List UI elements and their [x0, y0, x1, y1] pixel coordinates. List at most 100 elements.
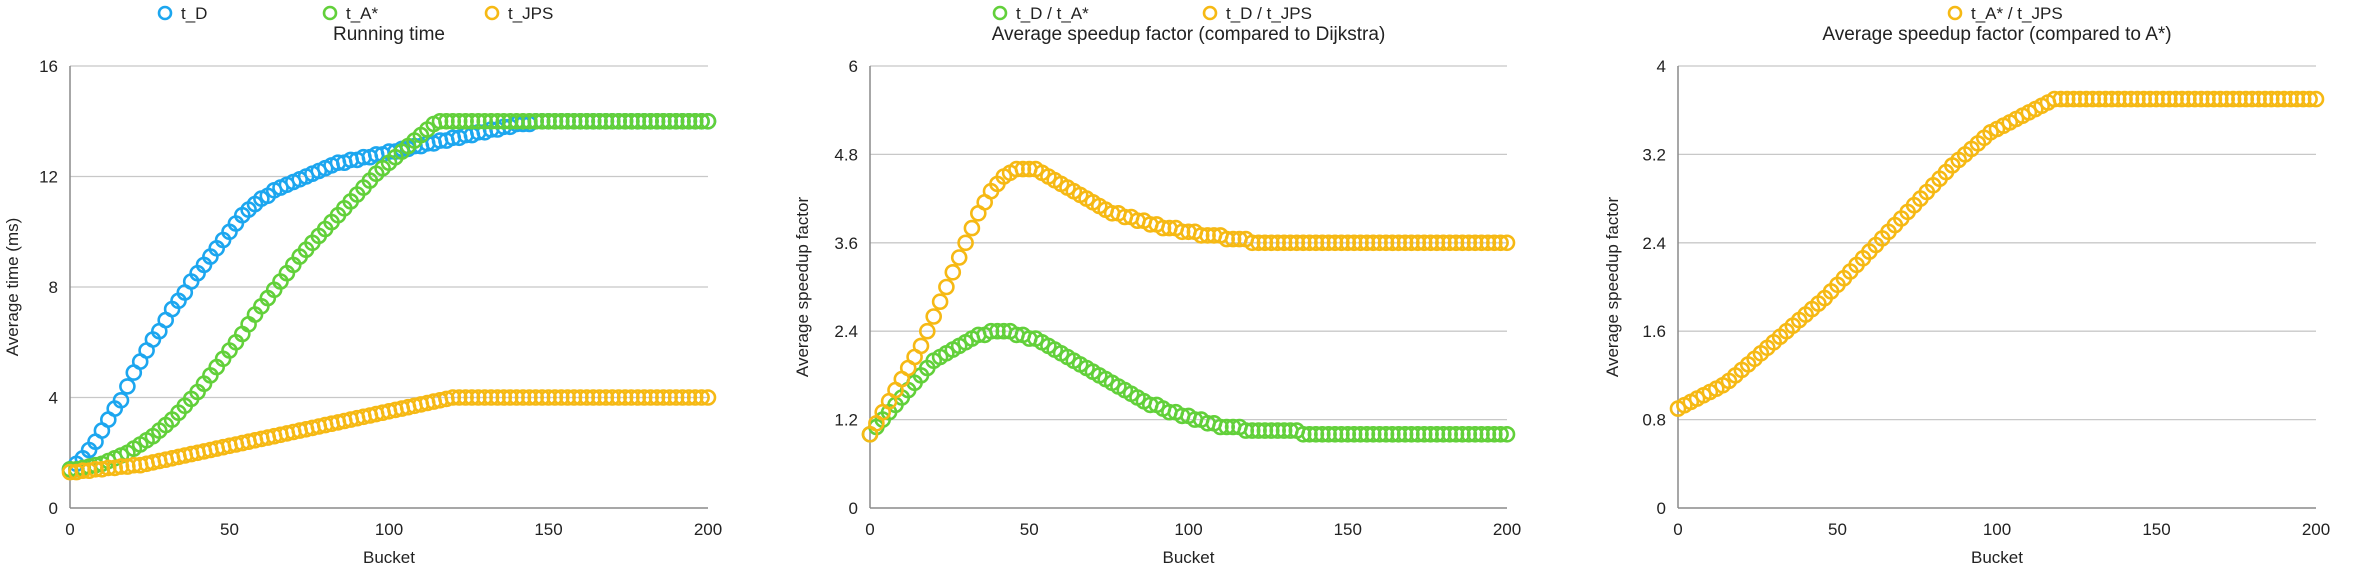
data-point — [2090, 90, 2108, 108]
data-point — [1485, 425, 1503, 443]
series-t-a — [61, 113, 717, 478]
legend-marker-t-a — [322, 5, 338, 21]
data-point — [1212, 418, 1229, 436]
y-tick-label: 4 — [1657, 57, 1666, 76]
data-point — [925, 308, 942, 325]
x-tick-label: 200 — [1493, 520, 1521, 539]
data-point — [1479, 234, 1497, 252]
legend-marker-t-a-t-jps — [1947, 5, 1963, 21]
data-point — [1460, 234, 1478, 252]
data-point — [1339, 425, 1357, 443]
data-point — [2065, 90, 2082, 108]
y-tick-label: 12 — [39, 168, 58, 187]
y-tick-label: 2.4 — [1642, 234, 1666, 253]
legend-label-t-d-t-jps: t_D / t_JPS — [1226, 4, 1312, 23]
data-point — [2301, 90, 2318, 108]
x-tick-label: 50 — [220, 520, 239, 539]
data-point — [1339, 234, 1357, 252]
data-point — [1313, 425, 1331, 443]
chart-panel-speedup-dijkstra: 0 1.2 2.4 3.6 4.8 6 0 50 100 150 200 Average speedu… — [790, 0, 1570, 570]
data-point — [699, 113, 717, 130]
y-axis-label: Average speedup factor — [793, 197, 812, 378]
series-t-a-t-jps — [1669, 90, 2325, 417]
x-tick-label: 150 — [534, 520, 562, 539]
data-point — [521, 389, 538, 406]
data-point — [1498, 234, 1516, 252]
chart-panel-speedup-astar: 0 0.8 1.6 2.4 3.2 4 0 50 100 150 200 Average speedu… — [1600, 0, 2367, 570]
x-axis-label: Bucket — [1163, 548, 1215, 567]
y-tick-label: 3.6 — [834, 234, 858, 253]
data-point — [2160, 90, 2178, 108]
y-axis-label: Average time (ms) — [3, 218, 22, 357]
x-tick-label: 200 — [2302, 520, 2330, 539]
data-point — [482, 113, 500, 130]
data-point — [1460, 425, 1478, 443]
data-point — [680, 389, 698, 406]
data-point — [1492, 425, 1509, 443]
x-tick-label: 150 — [1334, 520, 1362, 539]
data-point — [2224, 90, 2242, 108]
data-point — [119, 378, 136, 395]
x-tick-label: 50 — [1020, 520, 1039, 539]
x-tick-label: 200 — [694, 520, 722, 539]
legend-label-t-a: t_A* — [346, 4, 379, 23]
data-point — [1313, 234, 1331, 252]
y-tick-label: 8 — [49, 278, 58, 297]
data-point — [963, 219, 981, 237]
y-tick-label: 0 — [1657, 499, 1666, 518]
y-tick-label: 1.6 — [1642, 322, 1666, 341]
data-point — [1288, 234, 1306, 252]
data-point — [457, 113, 474, 130]
data-point — [482, 389, 500, 406]
data-point — [2307, 90, 2325, 108]
data-point — [680, 113, 698, 130]
data-point — [450, 389, 468, 406]
chart-title: Average speedup factor (compared to Dijk… — [992, 24, 1386, 45]
data-point — [693, 389, 710, 406]
x-tick-label: 100 — [375, 520, 403, 539]
y-tick-label: 4.8 — [834, 145, 858, 164]
chart-title: Running time — [333, 24, 445, 45]
data-point — [957, 234, 974, 252]
data-point — [457, 389, 474, 406]
data-point — [919, 322, 936, 340]
data-point — [1479, 425, 1497, 443]
legend-label-t-d: t_D — [181, 4, 207, 23]
data-point — [1498, 425, 1516, 443]
y-tick-label: 4 — [49, 389, 58, 408]
x-tick-label: 100 — [1983, 520, 2011, 539]
speedup-dijkstra-chart: 0 1.2 2.4 3.6 4.8 6 0 50 100 150 200 Average speedu… — [793, 4, 1521, 567]
y-tick-label: 3.2 — [1642, 145, 1666, 164]
x-axis-label: Bucket — [363, 548, 415, 567]
data-point — [1485, 234, 1503, 252]
data-point — [2250, 90, 2267, 108]
legend-label-t-a-t-jps: t_A* / t_JPS — [1971, 4, 2063, 23]
data-point — [938, 278, 955, 296]
data-point — [1333, 425, 1350, 443]
chart-title: Average speedup factor (compared to A*) — [1822, 24, 2171, 45]
legend-marker-t-jps — [484, 5, 500, 21]
data-point — [546, 389, 564, 406]
data-point — [912, 337, 930, 355]
x-tick-label: 50 — [1828, 520, 1847, 539]
y-tick-label: 6 — [849, 57, 858, 76]
data-point — [1434, 234, 1452, 252]
data-point — [1454, 425, 1471, 443]
series-t-d-t-a — [861, 322, 1516, 443]
data-point — [1333, 234, 1350, 252]
data-point — [546, 113, 564, 130]
x-tick-label: 150 — [2142, 520, 2170, 539]
x-tick-label: 100 — [1174, 520, 1202, 539]
y-tick-label: 0 — [849, 499, 858, 518]
y-tick-label: 0 — [49, 499, 58, 518]
x-tick-label: 0 — [1673, 520, 1682, 539]
chart-panel-running-time: 0 4 8 12 16 0 50 100 150 200 Running time Bucket Ave… — [0, 0, 760, 570]
data-point — [112, 391, 130, 409]
data-point — [1307, 234, 1325, 252]
data-point — [1434, 425, 1452, 443]
data-point — [699, 389, 717, 406]
data-point — [1307, 425, 1325, 443]
y-tick-label: 0.8 — [1642, 411, 1666, 430]
data-point — [1454, 234, 1471, 252]
data-point — [1358, 234, 1376, 252]
